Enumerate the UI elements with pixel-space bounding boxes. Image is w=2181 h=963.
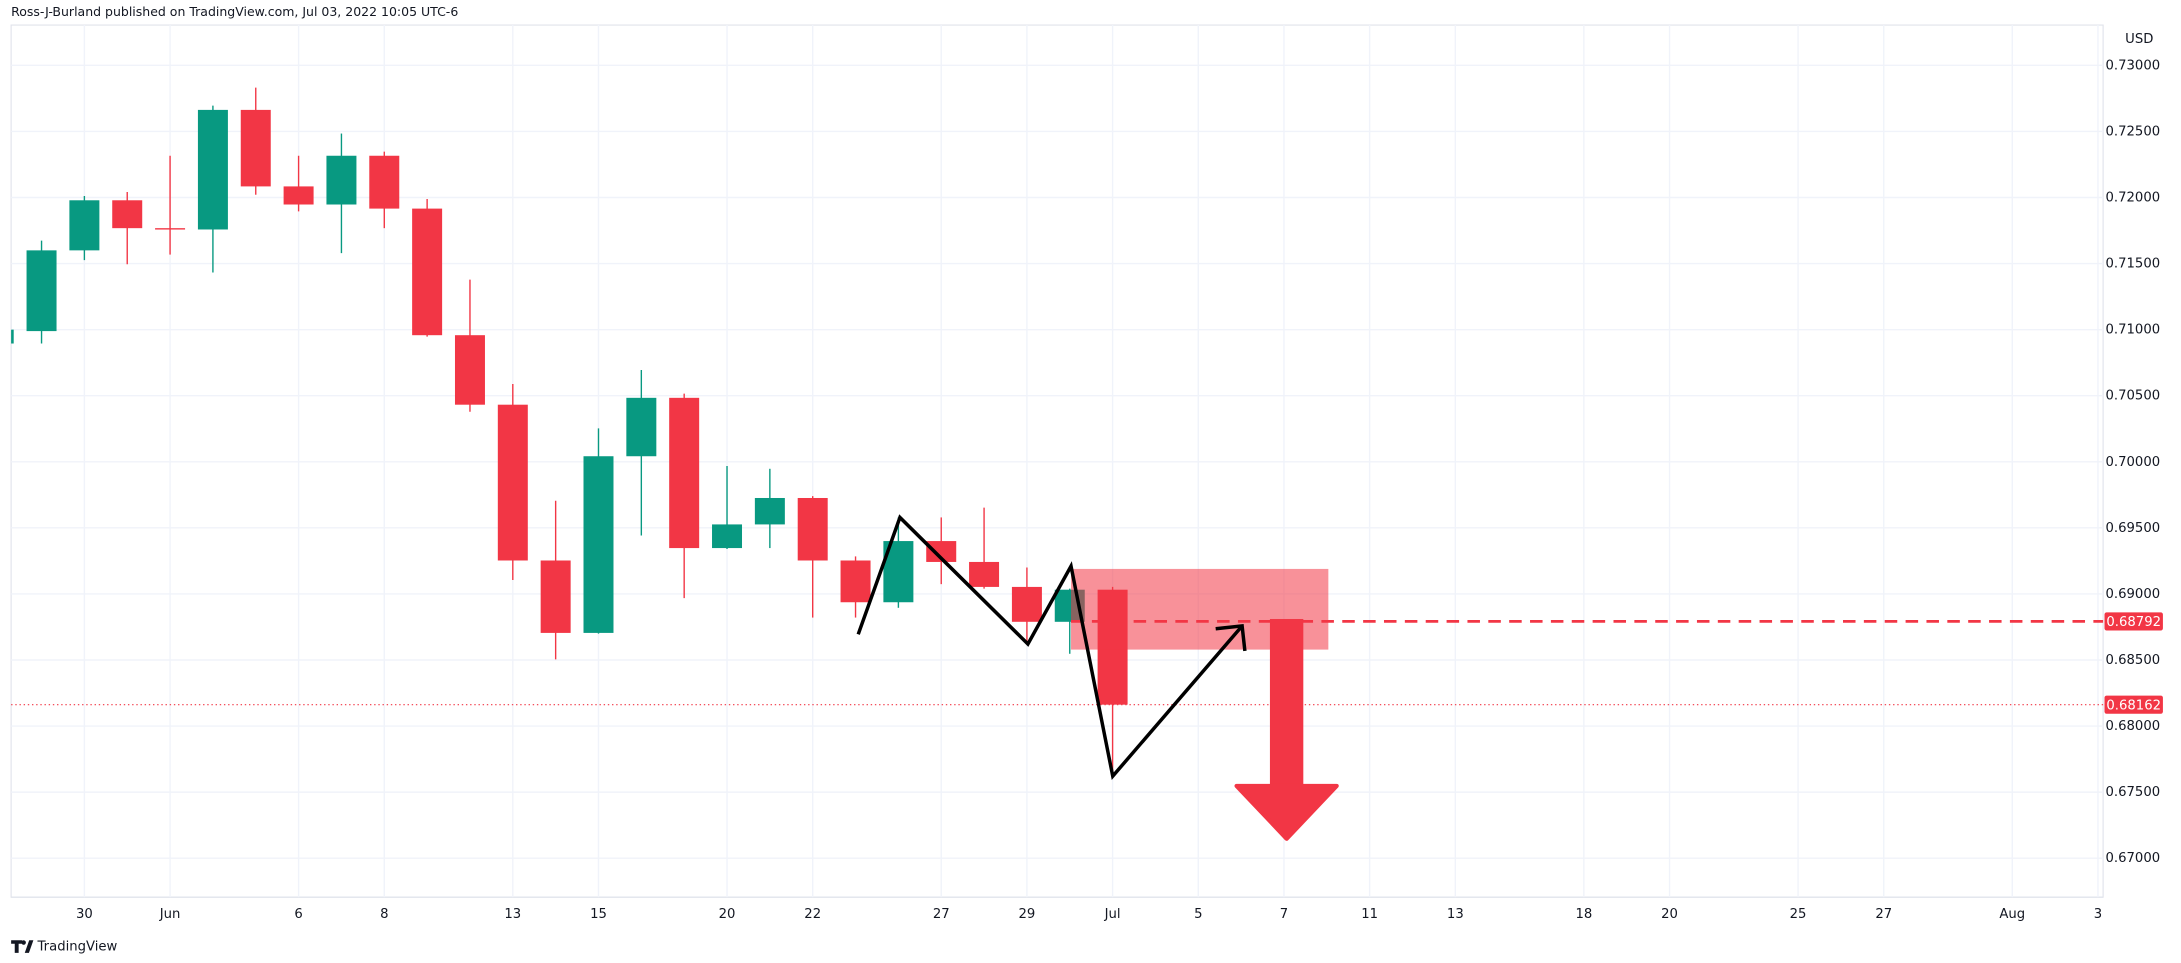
y-tick-label: 0.70000 <box>2106 455 2161 470</box>
candle-body <box>412 208 443 336</box>
candle-body <box>754 497 785 525</box>
candle-body <box>155 228 186 230</box>
x-tick-label: 29 <box>1019 907 1036 922</box>
price-tag-label: 0.68162 <box>2106 698 2161 713</box>
price-tag <box>2104 612 2163 631</box>
x-tick-label: 3 <box>2094 907 2102 922</box>
zigzag-drawing <box>856 514 1244 781</box>
y-tick-label: 0.73000 <box>2106 58 2161 73</box>
candle-body <box>926 541 957 562</box>
x-tick-label: 15 <box>590 907 607 922</box>
candle-body <box>540 560 571 633</box>
x-tick-label: 30 <box>76 907 93 922</box>
y-tick-label: 0.69500 <box>2106 521 2161 536</box>
candle-body <box>240 109 271 187</box>
candle-body <box>669 397 700 549</box>
x-tick-label: 18 <box>1575 907 1592 922</box>
y-tick-label: 0.70500 <box>2106 389 2161 404</box>
x-tick-label: 20 <box>1661 907 1678 922</box>
candle-body <box>1011 586 1042 622</box>
x-tick-label: 13 <box>1447 907 1464 922</box>
y-tick-label: 0.68000 <box>2106 719 2161 734</box>
x-tick-label: 11 <box>1361 907 1378 922</box>
candle-body <box>326 155 357 205</box>
candle-body <box>69 200 100 251</box>
x-tick-label: 20 <box>719 907 736 922</box>
y-tick-label: 0.67000 <box>2106 851 2161 866</box>
candle-body <box>797 497 828 561</box>
candle-body <box>112 200 143 229</box>
y-tick-label: 0.72500 <box>2106 124 2161 139</box>
x-tick-label: 25 <box>1790 907 1807 922</box>
candle-body <box>11 329 14 344</box>
y-tick-label: 0.69000 <box>2106 587 2161 602</box>
y-tick-label: 0.71000 <box>2106 323 2161 338</box>
zigzag-arrowhead <box>1215 624 1247 652</box>
candle-body <box>840 560 871 603</box>
footer-brand: TradingView <box>37 940 118 955</box>
down-arrow-head <box>1234 783 1339 841</box>
candle-body <box>197 109 228 230</box>
x-tick-label: Jul <box>1104 907 1121 922</box>
price-tag <box>2104 695 2163 714</box>
candle-body <box>626 397 657 457</box>
y-tick-label: 0.72000 <box>2106 191 2161 206</box>
price-tag-label: 0.68792 <box>2106 615 2161 630</box>
x-tick-label: 27 <box>933 907 950 922</box>
down-arrow-shaft <box>1269 618 1304 789</box>
header: Ross-J-Burland published on TradingView.… <box>11 4 458 19</box>
y-tick-label: 0.67500 <box>2106 785 2161 800</box>
candle-body <box>497 404 528 561</box>
y-tick-label: 0.71500 <box>2106 257 2161 272</box>
candle-body <box>712 524 743 549</box>
x-tick-label: 22 <box>804 907 821 922</box>
x-tick-label: 27 <box>1875 907 1892 922</box>
currency-label: USD <box>2125 32 2153 47</box>
candle-body <box>583 456 614 633</box>
x-tick-label: 7 <box>1280 907 1288 922</box>
x-tick-label: 8 <box>380 907 388 922</box>
x-tick-label: 5 <box>1194 907 1202 922</box>
y-tick-label: 0.68500 <box>2106 653 2161 668</box>
candle-body <box>454 335 485 405</box>
x-tick-label: 13 <box>504 907 521 922</box>
candle-body <box>283 186 314 205</box>
footer: TradingView <box>11 940 118 955</box>
candle-body <box>369 155 400 209</box>
annotations <box>856 514 1339 841</box>
x-tick-label: 6 <box>294 907 302 922</box>
x-tick-label: Jun <box>159 907 181 922</box>
footer-logo <box>11 940 34 953</box>
candle-body <box>26 250 57 332</box>
candle-body <box>969 561 1000 587</box>
axes: 0.73000 0.72500 0.72000 0.71500 0.71000 0.705… <box>76 58 2160 922</box>
x-tick-label: Aug <box>1999 907 2025 922</box>
